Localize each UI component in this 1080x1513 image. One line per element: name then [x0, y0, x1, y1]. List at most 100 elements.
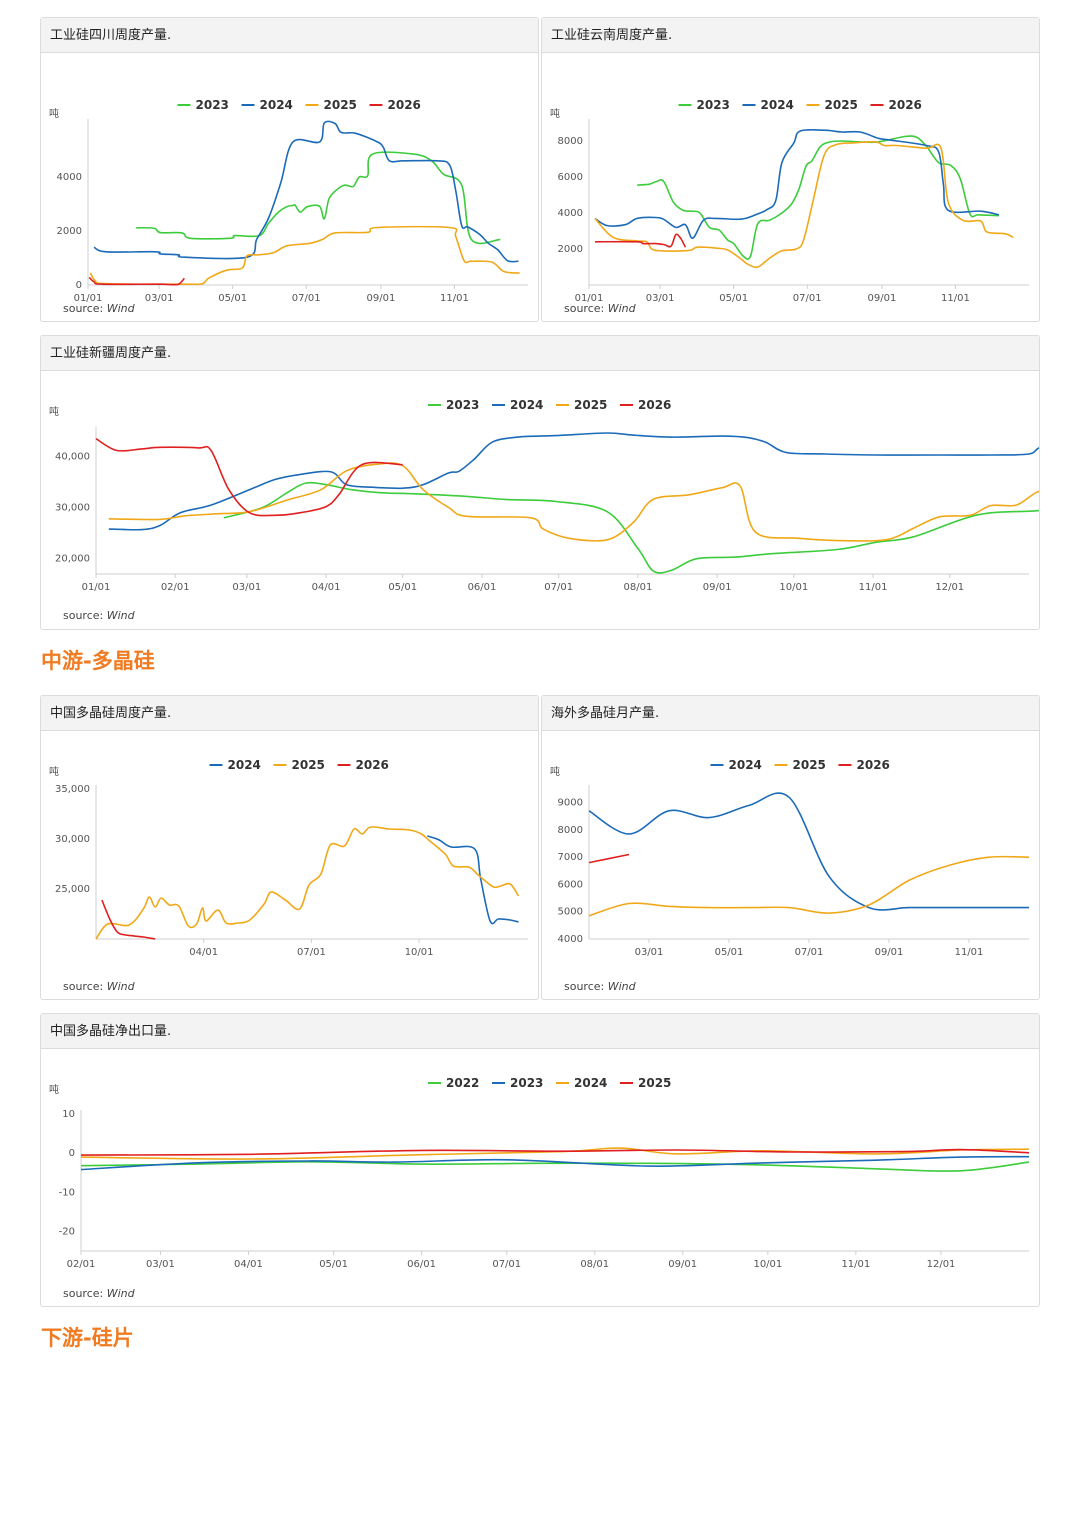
x-tick-label: 05/01: [388, 582, 417, 593]
series-line-2023: [136, 151, 501, 245]
y-tick-label: 5000: [558, 907, 583, 918]
legend-label: 2025: [574, 398, 607, 412]
x-tick-label: 09/01: [703, 582, 732, 593]
x-tick-label: 10/01: [753, 1259, 782, 1270]
legend-item-2024: 2024: [556, 1076, 607, 1090]
x-tick-label: 05/01: [319, 1259, 348, 1270]
series-line-2026: [95, 438, 403, 517]
legend-label: 2026: [638, 398, 671, 412]
x-tick-label: 01/01: [575, 293, 604, 304]
legend-item-2026: 2026: [369, 98, 421, 112]
legend-label: 2023: [697, 98, 730, 112]
y-tick-label: 0: [69, 1148, 75, 1159]
series-line-2025: [108, 462, 1039, 542]
legend-item-2026: 2026: [838, 758, 890, 772]
y-tick-label: 9000: [558, 798, 583, 809]
y-tick-label: 10: [62, 1109, 75, 1120]
x-tick-label: 03/01: [232, 582, 261, 593]
x-tick-label: 11/01: [955, 947, 984, 958]
x-tick-label: 07/01: [793, 293, 822, 304]
x-tick-label: 07/01: [492, 1259, 521, 1270]
legend-label: 2023: [196, 98, 229, 112]
legend-item-2025: 2025: [774, 758, 826, 772]
legend-item-2023: 2023: [678, 98, 730, 112]
y-tick-label: 4000: [558, 934, 583, 945]
panel-xinjiang: 工业硅新疆周度产量. 吨 20,000 30,000 40,000 01/01 02/01…: [40, 335, 1040, 630]
y-tick-label: 2000: [57, 226, 82, 237]
series-line-2025: [588, 855, 1030, 917]
x-tick-label: 11/01: [941, 293, 970, 304]
chart-net-export: 吨 -20 -10 0 10 02/01 03/01 04/01 05/01 06/01 07/01…: [49, 1076, 1030, 1270]
legend-label: 2025: [292, 758, 325, 772]
legend-label: 2024: [228, 758, 261, 772]
source-note: source: Wind: [63, 980, 135, 993]
y-tick-label: 20,000: [55, 554, 90, 565]
legend-item-2026: 2026: [870, 98, 922, 112]
chart-china-poly: 吨 25,000 30,000 35,000 04/01 07/01 10/01 2024 20…: [49, 758, 528, 958]
y-tick-label: -10: [59, 1187, 75, 1198]
x-tick-label: 05/01: [218, 293, 247, 304]
legend-label: 2025: [324, 98, 357, 112]
legend-label: 2022: [446, 1076, 479, 1090]
chart-title: 中国多晶硅周度产量.: [41, 696, 538, 731]
section-title-midstream: 中游-多晶硅: [41, 649, 155, 673]
x-tick-label: 09/01: [367, 293, 396, 304]
legend-label: 2024: [761, 98, 794, 112]
y-tick-label: 2000: [558, 244, 583, 255]
chart-title: 工业硅云南周度产量.: [542, 18, 1039, 53]
series-line-2023: [80, 1155, 1030, 1171]
y-tick-label: 8000: [558, 825, 583, 836]
y-unit-label: 吨: [49, 405, 59, 418]
legend-label: 2024: [729, 758, 762, 772]
series-line-2025: [89, 225, 520, 286]
x-tick-label: 03/01: [146, 1259, 175, 1270]
panel-sichuan: 工业硅四川周度产量. 吨 0 2000 4000 01/01 03/01 05/01 07/0…: [40, 17, 539, 322]
panel-yunnan: 工业硅云南周度产量. 吨 2000 4000 6000 8000 01/01 03/01 05…: [541, 17, 1040, 322]
legend-item-2023: 2023: [177, 98, 229, 112]
panel-net-export: 中国多晶硅净出口量. 吨 -20 -10 0 10 02/01 03/01 04/01 05/0…: [40, 1013, 1040, 1307]
series-line-2023: [223, 481, 1039, 574]
series-line-2026: [88, 276, 185, 286]
x-tick-label: 08/01: [623, 582, 652, 593]
legend-item-2024: 2024: [241, 98, 293, 112]
x-tick-label: 02/01: [67, 1259, 96, 1270]
x-tick-label: 05/01: [715, 947, 744, 958]
series-line-2024: [594, 128, 1000, 239]
y-unit-label: 吨: [49, 1083, 59, 1096]
series-line-2024: [93, 120, 519, 263]
series-line-2026: [588, 853, 630, 864]
y-tick-label: 0: [76, 280, 82, 291]
x-tick-label: 10/01: [779, 582, 808, 593]
legend-item-2024: 2024: [710, 758, 762, 772]
x-tick-label: 11/01: [841, 1259, 870, 1270]
x-tick-label: 03/01: [145, 293, 174, 304]
legend-item-2025: 2025: [556, 398, 607, 412]
legend-item-2025: 2025: [273, 758, 325, 772]
y-unit-label: 吨: [550, 107, 560, 120]
source-note: source: Wind: [564, 302, 636, 315]
x-tick-label: 01/01: [74, 293, 103, 304]
legend-label: 2023: [446, 398, 479, 412]
y-tick-label: 7000: [558, 852, 583, 863]
chart-xinjiang: 吨 20,000 30,000 40,000 01/01 02/01 03/01 04/01 0…: [49, 398, 1039, 593]
source-note: source: Wind: [63, 302, 135, 315]
source-note: source: Wind: [63, 609, 135, 622]
x-tick-label: 07/01: [297, 947, 326, 958]
chart-sichuan: 吨 0 2000 4000 01/01 03/01 05/01 07/01 09/01 11/01…: [49, 98, 528, 304]
x-tick-label: 06/01: [468, 582, 497, 593]
series-line-2025: [80, 1148, 1030, 1156]
chart-yunnan: 吨 2000 4000 6000 8000 01/01 03/01 05/01 07/01 09/…: [550, 98, 1029, 304]
series-line-2025: [95, 826, 520, 940]
x-tick-label: 12/01: [927, 1259, 956, 1270]
legend-label: 2026: [857, 758, 890, 772]
legend-item-2026: 2026: [620, 398, 671, 412]
x-tick-label: 08/01: [580, 1259, 609, 1270]
series-line-2024: [108, 432, 1039, 531]
source-note: source: Wind: [564, 980, 636, 993]
x-tick-label: 03/01: [646, 293, 675, 304]
y-tick-label: 4000: [558, 208, 583, 219]
y-tick-label: 30,000: [55, 503, 90, 514]
y-tick-label: 6000: [558, 172, 583, 183]
y-unit-label: 吨: [49, 107, 59, 120]
legend-label: 2026: [356, 758, 389, 772]
